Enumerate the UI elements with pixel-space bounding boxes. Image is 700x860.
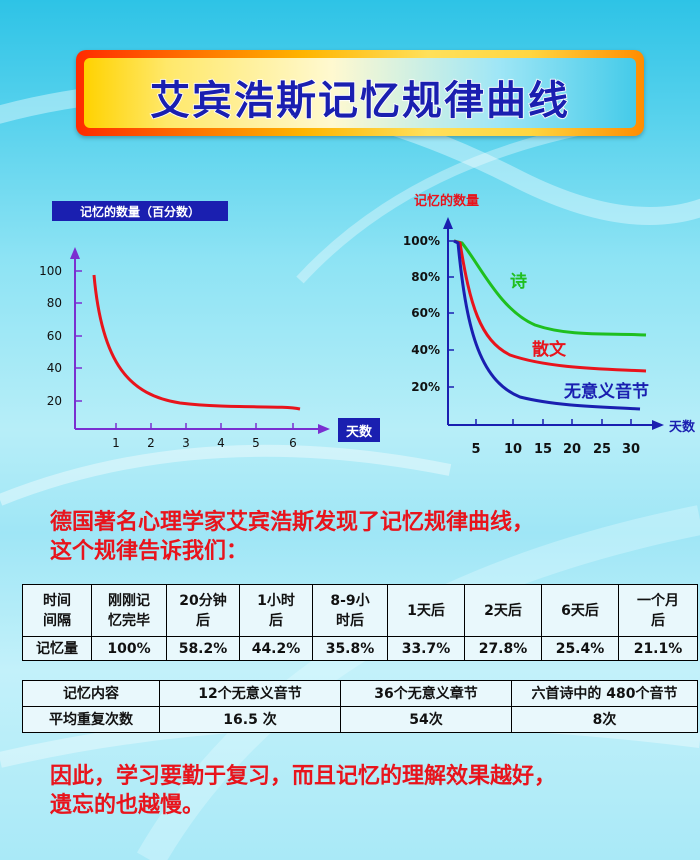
- right-chart: 记忆的数量 100% 80% 60% 40% 20% 5 10 15 20 25…: [403, 193, 696, 457]
- table-row-label: 记忆量: [22, 636, 92, 661]
- table-cell: 27.8%: [464, 636, 542, 661]
- table-header-cell: 20分钟后: [166, 584, 240, 637]
- table-cell: 25.4%: [541, 636, 619, 661]
- conclusion-text: 因此，学习要勤于复习，而且记忆的理解效果越好， 遗忘的也越慢。: [50, 762, 556, 820]
- right-series-prose: [453, 239, 647, 373]
- repetition-table-header-row: 记忆内容 12个无意义音节 36个无意义章节 六首诗中的 480个音节: [22, 680, 698, 707]
- conclusion-line-2: 遗忘的也越慢。: [50, 793, 205, 818]
- intro-line-2: 这个规律告诉我们：: [50, 539, 249, 564]
- right-x-tick: 15: [534, 442, 552, 457]
- table-header-cell: 2天后: [464, 584, 542, 637]
- left-x-tick: 2: [147, 436, 155, 450]
- right-y-tick: 40%: [411, 343, 440, 357]
- left-y-tick: 20: [47, 394, 62, 408]
- right-series-label-nonsense: 无意义音节: [563, 381, 649, 402]
- right-y-tick: 80%: [411, 270, 440, 284]
- repetition-table: 记忆内容 12个无意义音节 36个无意义章节 六首诗中的 480个音节 平均重复…: [22, 680, 698, 733]
- right-y-tick: 20%: [411, 380, 440, 394]
- table-header-cell: 1小时后: [239, 584, 313, 637]
- title-banner: 艾宾浩斯记忆规律曲线: [76, 50, 644, 136]
- table-cell: 100%: [91, 636, 167, 661]
- left-y-tick: 100: [39, 264, 62, 278]
- table-header-cell: 1天后: [387, 584, 465, 637]
- left-y-arrow: [70, 247, 80, 259]
- right-series-label-prose: 散文: [532, 339, 567, 360]
- conclusion-line-1: 因此，学习要勤于复习，而且记忆的理解效果越好，: [50, 764, 557, 789]
- table-cell: 8次: [511, 706, 698, 733]
- left-x-tick: 1: [112, 436, 120, 450]
- table-header-cell: 刚刚记 忆完毕: [91, 584, 167, 637]
- right-x-tick: 5: [471, 442, 480, 457]
- right-y-arrow: [443, 217, 453, 229]
- right-x-tick: 25: [593, 442, 611, 457]
- table-cell: 44.2%: [239, 636, 313, 661]
- right-x-tick: 10: [504, 442, 522, 457]
- retention-table: 时间 间隔 刚刚记 忆完毕 20分钟后 1小时后 8-9小 时后 1天后 2天后 6天…: [22, 584, 698, 661]
- left-x-tick: 3: [182, 436, 190, 450]
- left-chart-curve: [92, 274, 301, 411]
- table-header-cell: 36个无意义章节: [340, 680, 512, 707]
- table-header-cell: 6天后: [541, 584, 619, 637]
- repetition-table-value-row: 平均重复次数 16.5 次 54次 8次: [22, 706, 698, 733]
- right-x-tick: 20: [563, 442, 581, 457]
- left-x-tick: 6: [289, 436, 297, 450]
- title-banner-inner: [84, 58, 636, 128]
- table-header-cell: 时间 间隔: [22, 584, 92, 637]
- table-cell: 58.2%: [166, 636, 240, 661]
- left-y-tick: 40: [47, 361, 62, 375]
- table-cell: 54次: [340, 706, 512, 733]
- table-header-cell: 记忆内容: [22, 680, 160, 707]
- table-cell: 35.8%: [312, 636, 388, 661]
- table-row-label: 平均重复次数: [22, 706, 160, 733]
- left-y-tick: 60: [47, 329, 62, 343]
- right-chart-y-title: 记忆的数量: [414, 193, 479, 209]
- right-y-tick: 60%: [411, 306, 440, 320]
- table-header-cell: 12个无意义音节: [159, 680, 341, 707]
- right-x-tick: 30: [622, 442, 640, 457]
- table-cell: 33.7%: [387, 636, 465, 661]
- left-x-arrow: [318, 424, 330, 434]
- left-chart-y-title-bg: [52, 201, 228, 221]
- left-x-label-bg: [338, 418, 380, 442]
- table-header-cell: 一个月后: [618, 584, 698, 637]
- right-series-label-poem: 诗: [510, 272, 527, 292]
- retention-table-value-row: 记忆量 100% 58.2% 44.2% 35.8% 33.7% 27.8% 2…: [22, 636, 698, 661]
- table-cell: 21.1%: [618, 636, 698, 661]
- right-x-arrow: [652, 420, 664, 430]
- intro-line-1: 德国著名心理学家艾宾浩斯发现了记忆规律曲线，: [50, 510, 535, 535]
- left-chart: 记忆的数量（百分数） 100 80 60 40 20 1 2 3 4 5 6 天…: [39, 201, 380, 450]
- left-y-tick: 80: [47, 296, 62, 310]
- right-series-nonsense: [453, 239, 641, 411]
- right-y-tick: 100%: [403, 234, 440, 248]
- retention-table-header-row: 时间 间隔 刚刚记 忆完毕 20分钟后 1小时后 8-9小 时后 1天后 2天后 6天…: [22, 584, 698, 637]
- right-chart-x-label: 天数: [669, 419, 696, 435]
- left-x-tick: 4: [217, 436, 225, 450]
- page-title: 艾宾浩斯记忆规律曲线: [149, 77, 570, 125]
- table-cell: 16.5 次: [159, 706, 341, 733]
- left-x-tick: 5: [252, 436, 260, 450]
- table-header-cell: 8-9小 时后: [312, 584, 388, 637]
- intro-text: 德国著名心理学家艾宾浩斯发现了记忆规律曲线， 这个规律告诉我们：: [50, 508, 534, 566]
- table-header-cell: 六首诗中的 480个音节: [511, 680, 698, 707]
- left-chart-x-label: 天数: [346, 424, 373, 440]
- right-series-poem: [453, 239, 647, 337]
- left-chart-y-title: 记忆的数量（百分数）: [80, 204, 200, 219]
